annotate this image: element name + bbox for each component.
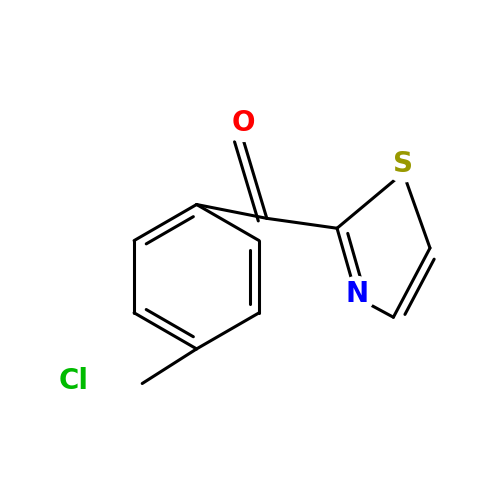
Text: N: N <box>345 280 368 308</box>
Circle shape <box>386 146 422 182</box>
Circle shape <box>49 356 99 406</box>
Text: Cl: Cl <box>59 366 89 394</box>
Circle shape <box>225 106 261 142</box>
Circle shape <box>339 276 375 312</box>
Text: O: O <box>232 110 255 138</box>
Text: S: S <box>394 150 413 178</box>
